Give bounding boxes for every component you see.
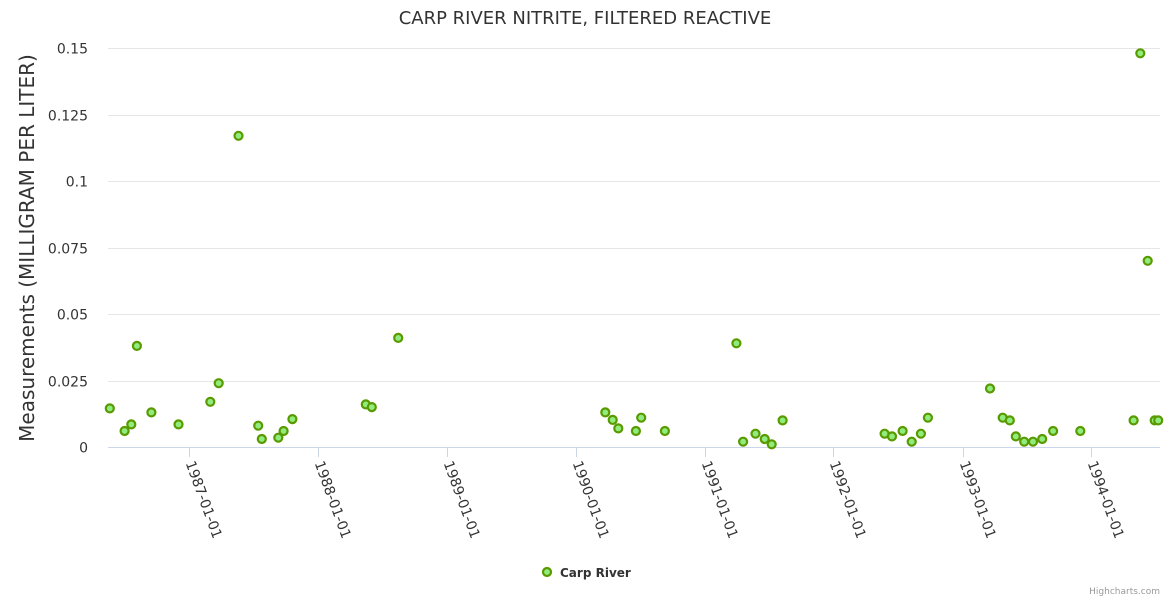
data-point[interactable] [273,432,284,443]
y-tick-label: 0.125 [48,109,88,125]
y-tick-label: 0.1 [66,175,88,191]
data-point[interactable] [731,338,742,349]
data-point[interactable] [750,428,761,439]
data-point[interactable] [1142,255,1153,266]
credits-link[interactable]: Highcharts.com [1089,587,1160,597]
data-point[interactable] [119,425,130,437]
data-point[interactable] [1019,436,1030,447]
data-point[interactable] [1010,431,1021,442]
data-point[interactable] [777,415,788,426]
legend-marker[interactable] [541,566,553,578]
data-point[interactable] [922,412,934,423]
y-grid [108,48,1160,448]
data-point[interactable] [636,412,647,423]
data-point[interactable] [600,407,611,418]
data-point[interactable] [146,407,157,418]
y-axis-ticks: 0 0.025 0.05 0.075 0.1 0.125 0.15 [48,42,88,457]
data-point[interactable] [766,439,777,450]
data-point[interactable] [1047,425,1059,437]
data-point[interactable] [366,402,377,413]
y-tick-label: 0 [79,441,88,457]
y-tick-label: 0.15 [57,42,88,58]
data-point[interactable] [1135,48,1146,59]
data-point[interactable] [131,340,142,351]
data-point[interactable] [205,396,216,407]
data-point[interactable] [984,383,996,394]
data-point[interactable] [659,425,671,437]
legend[interactable]: Carp River [541,566,631,580]
data-point[interactable] [630,425,642,437]
data-point[interactable] [278,425,289,437]
data-point[interactable] [1027,436,1039,447]
data-point[interactable] [607,414,618,425]
data-point[interactable] [1128,415,1139,426]
data-point[interactable] [1037,433,1048,445]
data-point[interactable] [613,423,624,434]
data-point[interactable] [1153,415,1164,426]
data-point[interactable] [737,436,749,447]
data-point[interactable] [233,130,244,141]
data-point[interactable] [126,419,137,430]
series-carp-river[interactable] [104,48,1164,450]
data-point[interactable] [256,433,267,445]
data-point[interactable] [759,433,770,445]
data-point[interactable] [253,420,264,431]
data-point[interactable] [1004,415,1015,426]
data-point[interactable] [915,428,927,439]
data-point[interactable] [886,431,898,442]
data-point[interactable] [1075,425,1086,437]
data-point[interactable] [287,414,298,425]
data-point[interactable] [393,332,404,343]
data-point[interactable] [173,419,184,430]
data-point[interactable] [897,425,908,437]
data-point[interactable] [104,403,115,414]
data-point[interactable] [213,378,224,389]
y-axis-title: Measurements (MILLIGRAM PER LITER) [15,54,39,442]
y-tick-label: 0.05 [57,308,88,324]
legend-label-carp-river[interactable]: Carp River [560,566,631,580]
data-point[interactable] [906,436,917,447]
y-tick-label: 0.075 [48,242,88,258]
chart-title: CARP RIVER NITRITE, FILTERED REACTIVE [399,8,772,29]
y-tick-label: 0.025 [48,375,88,391]
